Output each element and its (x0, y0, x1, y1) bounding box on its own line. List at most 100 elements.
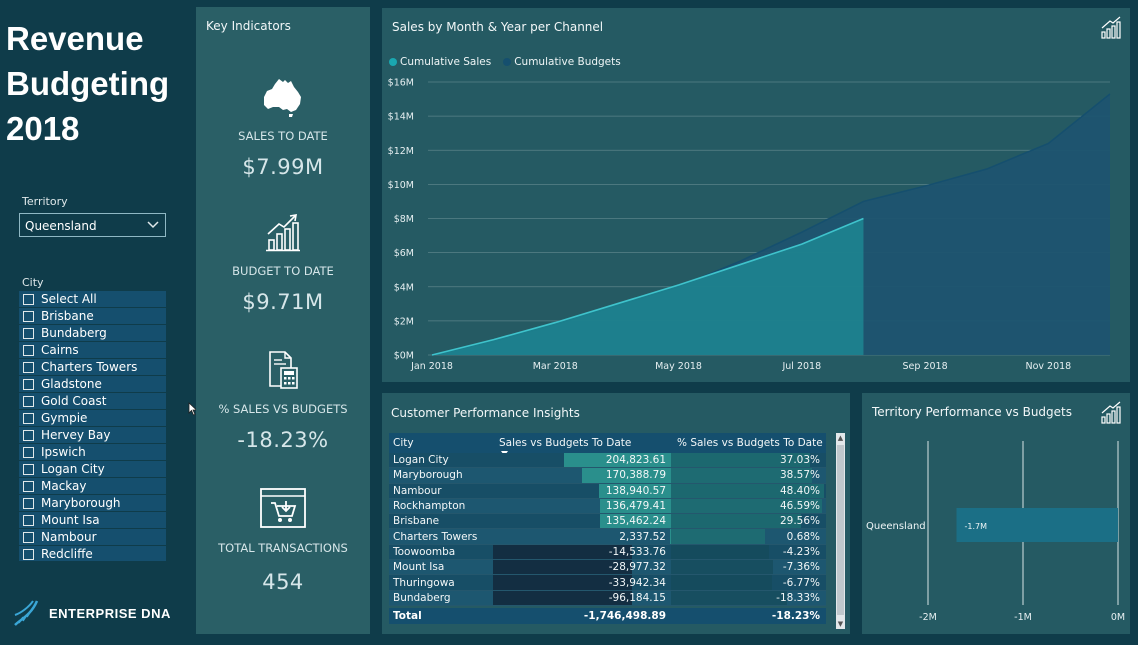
territory-bar-chart[interactable]: -2M -1M 0M Queensland -1.7M (862, 393, 1130, 634)
cell-pct: 0.68% (786, 530, 820, 543)
city-label: City (22, 276, 44, 289)
table-row[interactable]: Brisbane 135,462.24 29.56% (389, 514, 826, 530)
checkbox[interactable] (23, 514, 34, 526)
pct-bar (671, 529, 765, 544)
city-option[interactable]: Redcliffe (19, 546, 166, 561)
key-indicators-panel: Key Indicators SALES TO DATE $7.99M BUDG… (196, 7, 370, 634)
cumulative-area-chart[interactable]: $0M $2M $4M $6M $8M $10M $12M $14M $16M Jan 2018 M… (382, 8, 1130, 382)
sales-vs-budgets-label: % SALES VS BUDGETS (218, 402, 348, 416)
table-row[interactable]: Toowoomba -14,533.76 -4.23% (389, 544, 826, 561)
checkbox[interactable] (23, 327, 34, 339)
y-tick-label: $8M (394, 214, 414, 225)
cart-screen-icon (260, 488, 306, 528)
city-option[interactable]: Logan City (19, 461, 166, 478)
table-body: Logan City 204,823.61 37.03% Maryborough 170… (389, 453, 826, 606)
checkbox[interactable] (23, 293, 34, 305)
table-row[interactable]: Thuringowa -33,942.34 -6.77% (389, 575, 826, 591)
sales-by-month-chart-panel: Sales by Month & Year per Channel Cumula… (382, 8, 1130, 382)
city-option[interactable]: Gladstone (19, 376, 166, 393)
pct-bar (671, 560, 774, 575)
city-option[interactable]: Select All (19, 291, 166, 308)
city-option[interactable]: Cairns (19, 342, 166, 359)
legend-budgets-swatch (503, 58, 512, 66)
territory-dropdown[interactable]: Queensland (19, 213, 166, 237)
col-header-sales-vs-budgets[interactable]: Sales vs Budgets To Date (493, 437, 671, 456)
brand-name: ENTERPRISE DNA (49, 605, 171, 621)
city-option-label: Cairns (41, 343, 79, 357)
checkbox[interactable] (23, 378, 34, 390)
checkbox[interactable] (23, 344, 34, 356)
city-option-label: Bundaberg (41, 326, 107, 340)
checkbox[interactable] (23, 463, 34, 475)
checkbox[interactable] (23, 395, 34, 407)
territory-chart-type-icon[interactable] (1100, 401, 1124, 425)
city-option[interactable]: Charters Towers (19, 359, 166, 376)
city-option[interactable]: Gympie (19, 410, 166, 427)
cumulative-budgets-area (432, 93, 1110, 355)
cell-city: Rockhampton (393, 500, 466, 513)
scroll-thumb[interactable] (837, 445, 844, 615)
table-row[interactable]: Rockhampton 136,479.41 46.59% (389, 498, 826, 515)
cell-pct: 46.59% (779, 500, 820, 513)
cell-sales-vs-budgets: -33,942.34 (608, 576, 666, 589)
y-tick-label: $2M (394, 316, 414, 327)
sales-vs-budgets-value: -18.23% (237, 428, 329, 452)
city-option[interactable]: Hervey Bay (19, 427, 166, 444)
bar-value-label: -1.7M (965, 522, 988, 531)
col-header-city[interactable]: City (393, 437, 414, 449)
calculator-document-icon (269, 351, 298, 389)
cell-pct: 29.56% (779, 515, 820, 528)
table-scrollbar[interactable]: ▲ ▼ (836, 433, 845, 629)
legend-cumulative-budgets[interactable]: Cumulative Budgets (503, 56, 621, 68)
pct-bar (671, 590, 787, 605)
cell-sales-vs-budgets: 138,940.57 (605, 484, 666, 497)
cell-city: Maryborough (393, 469, 463, 482)
scroll-up-icon[interactable]: ▲ (837, 434, 844, 442)
cell-sales-vs-budgets: 135,462.24 (605, 515, 666, 528)
city-option-label: Ipswich (41, 445, 86, 459)
checkbox[interactable] (23, 446, 34, 458)
city-option[interactable]: Mount Isa (19, 512, 166, 529)
legend-sales-swatch (389, 58, 397, 66)
city-option[interactable]: Bundaberg (19, 325, 166, 342)
col-header-sales-vs-budgets-label: Sales vs Budgets To Date (499, 437, 632, 449)
col-header-pct-sales-vs-budgets[interactable]: % Sales vs Budgets To Date (677, 437, 823, 449)
sales-vs-budget-bar (493, 590, 632, 605)
table-header: City Sales vs Budgets To Date % Sales vs… (389, 433, 826, 456)
checkbox[interactable] (23, 480, 34, 492)
city-option-label: Logan City (41, 462, 105, 476)
city-option[interactable]: Gold Coast (19, 393, 166, 410)
chart-type-icon[interactable] (1100, 16, 1124, 40)
table-row[interactable]: Mount Isa -28,977.32 -7.36% (389, 560, 826, 576)
cell-sales-vs-budgets: -28,977.32 (608, 561, 666, 574)
pct-bar (671, 498, 822, 514)
city-option[interactable]: Brisbane (19, 308, 166, 325)
city-option[interactable]: Nambour (19, 529, 166, 546)
checkbox[interactable] (23, 361, 34, 373)
checkbox[interactable] (23, 531, 34, 543)
checkbox[interactable] (23, 412, 34, 424)
city-option[interactable]: Maryborough (19, 495, 166, 512)
cell-city: Mount Isa (393, 561, 445, 574)
cell-sales-vs-budgets: 170,388.79 (605, 469, 666, 482)
table-row[interactable]: Charters Towers 2,337.52 0.68% (389, 529, 826, 545)
checkbox[interactable] (23, 429, 34, 441)
table-row[interactable]: Bundaberg -96,184.15 -18.33% (389, 590, 826, 606)
city-option-label: Charters Towers (41, 360, 138, 374)
table-row[interactable]: Nambour 138,940.57 48.40% (389, 483, 826, 499)
checkbox[interactable] (23, 310, 34, 322)
australia-map-icon (264, 79, 301, 117)
cell-sales-vs-budgets: 2,337.52 (619, 530, 666, 543)
checkbox[interactable] (23, 497, 34, 509)
scroll-down-icon[interactable]: ▼ (837, 620, 844, 628)
table-row[interactable]: Logan City 204,823.61 37.03% (389, 453, 826, 469)
table-row[interactable]: Maryborough 170,388.79 38.57% (389, 468, 826, 484)
pct-bar (671, 514, 801, 529)
y-tick-label: $4M (394, 282, 414, 293)
pct-bar (671, 544, 770, 560)
city-option[interactable]: Mackay (19, 478, 166, 495)
checkbox[interactable] (23, 548, 34, 560)
city-option[interactable]: Ipswich (19, 444, 166, 461)
legend-cumulative-sales[interactable]: Cumulative Sales (389, 56, 491, 68)
cell-pct: 48.40% (779, 484, 820, 497)
